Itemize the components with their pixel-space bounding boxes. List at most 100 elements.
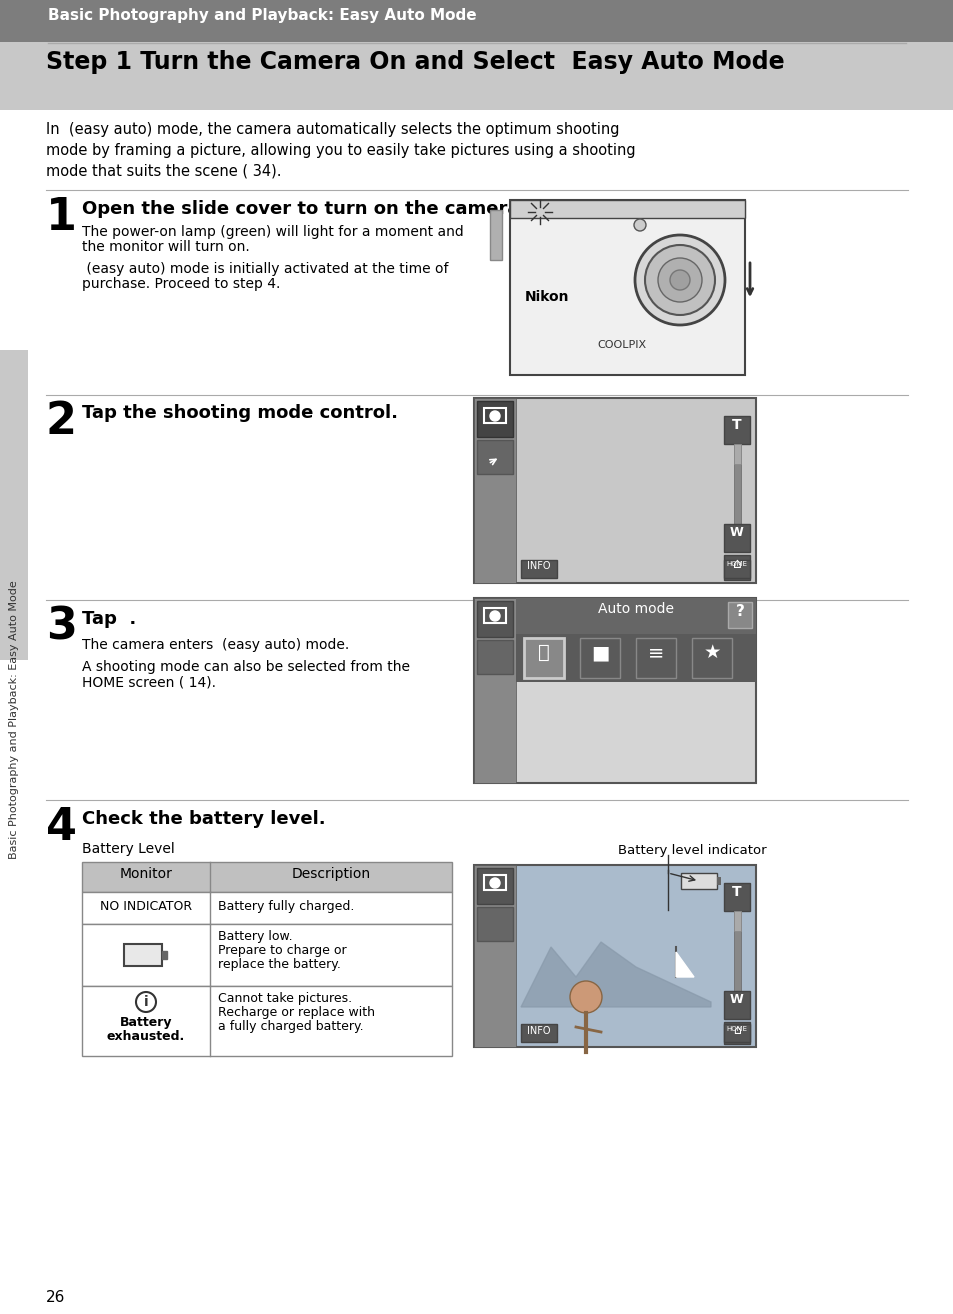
Bar: [516, 598, 755, 633]
Bar: [510, 200, 744, 218]
Bar: [733, 911, 740, 932]
Text: A shooting mode can also be selected from the: A shooting mode can also be selected fro…: [82, 660, 410, 674]
Bar: [474, 598, 516, 783]
Bar: [0, 0, 953, 42]
Bar: [680, 872, 717, 890]
Circle shape: [658, 258, 701, 302]
Text: Step 1 Turn the Camera On and Select  Easy Auto Mode: Step 1 Turn the Camera On and Select Eas…: [46, 50, 783, 74]
Text: Battery low.: Battery low.: [218, 930, 293, 943]
Text: Open the slide cover to turn on the camera.: Open the slide cover to turn on the came…: [82, 200, 526, 218]
Text: 4: 4: [46, 805, 77, 849]
Text: Battery Level: Battery Level: [82, 842, 174, 855]
Text: ★: ★: [702, 643, 720, 662]
Bar: [82, 924, 452, 986]
Text: the monitor will turn on.: the monitor will turn on.: [82, 240, 250, 254]
Bar: [0, 42, 953, 110]
Text: ⌂: ⌂: [732, 557, 740, 572]
Text: purchase. Proceed to step 4.: purchase. Proceed to step 4.: [82, 277, 280, 290]
Polygon shape: [520, 942, 710, 1007]
Bar: [474, 865, 516, 1047]
Text: Battery level indicator: Battery level indicator: [618, 844, 766, 857]
Circle shape: [635, 235, 724, 325]
Text: Check the battery level.: Check the battery level.: [82, 809, 325, 828]
Text: 2: 2: [46, 399, 77, 443]
Text: mode by framing a picture, allowing you to easily take pictures using a shooting: mode by framing a picture, allowing you …: [46, 143, 635, 158]
Text: INFO: INFO: [527, 561, 550, 572]
Text: In  (easy auto) mode, the camera automatically selects the optimum shooting: In (easy auto) mode, the camera automati…: [46, 122, 618, 137]
Bar: [82, 986, 452, 1056]
Bar: [124, 943, 162, 966]
Bar: [691, 639, 731, 678]
Text: Tap the shooting mode control.: Tap the shooting mode control.: [82, 403, 397, 422]
Text: Battery: Battery: [120, 1016, 172, 1029]
Circle shape: [569, 982, 601, 1013]
Bar: [490, 210, 501, 260]
Bar: [483, 409, 505, 423]
Bar: [476, 907, 513, 941]
Text: 26: 26: [46, 1290, 66, 1305]
Text: Description: Description: [291, 867, 370, 880]
Text: NO INDICATOR: NO INDICATOR: [100, 900, 192, 913]
Text: The power-on lamp (green) will light for a moment and: The power-on lamp (green) will light for…: [82, 225, 463, 239]
Text: ?: ?: [735, 604, 743, 619]
Text: W: W: [729, 526, 743, 539]
Bar: [476, 440, 513, 474]
Bar: [723, 417, 749, 444]
Text: i: i: [144, 995, 148, 1009]
Circle shape: [136, 992, 156, 1012]
Text: HOME: HOME: [726, 561, 747, 568]
Text: Prepare to charge or: Prepare to charge or: [218, 943, 346, 957]
Bar: [474, 398, 755, 583]
Bar: [474, 398, 516, 583]
Bar: [82, 862, 452, 892]
Bar: [579, 639, 619, 678]
Bar: [510, 200, 744, 374]
Text: exhausted.: exhausted.: [107, 1030, 185, 1043]
Text: COOLPIX: COOLPIX: [597, 340, 645, 350]
Bar: [516, 633, 755, 682]
Text: Battery fully charged.: Battery fully charged.: [218, 900, 354, 913]
Text: mode that suits the scene ( 34).: mode that suits the scene ( 34).: [46, 164, 281, 179]
Circle shape: [490, 878, 499, 888]
Circle shape: [490, 411, 499, 420]
Bar: [0, 350, 28, 660]
Bar: [82, 892, 452, 924]
Text: Auto mode: Auto mode: [598, 602, 673, 616]
Text: 3: 3: [46, 606, 77, 649]
Bar: [723, 883, 749, 911]
Bar: [636, 639, 676, 678]
Bar: [733, 444, 740, 464]
Text: T: T: [731, 886, 741, 899]
Circle shape: [634, 219, 645, 231]
Bar: [723, 1022, 749, 1045]
Polygon shape: [676, 953, 693, 978]
Bar: [483, 875, 505, 890]
Bar: [476, 869, 513, 904]
Text: Nikon: Nikon: [524, 290, 569, 304]
Bar: [520, 1024, 557, 1042]
Text: Basic Photography and Playback: Easy Auto Mode: Basic Photography and Playback: Easy Aut…: [48, 8, 476, 24]
Text: W: W: [729, 993, 743, 1007]
Text: INFO: INFO: [527, 1026, 550, 1035]
Bar: [520, 560, 557, 578]
Text: replace the battery.: replace the battery.: [218, 958, 340, 971]
Text: HOME: HOME: [726, 1026, 747, 1031]
Text: The camera enters  (easy auto) mode.: The camera enters (easy auto) mode.: [82, 639, 349, 652]
Bar: [727, 602, 751, 628]
Bar: [723, 555, 749, 579]
Text: ■: ■: [590, 643, 609, 662]
Bar: [476, 640, 513, 674]
Bar: [162, 951, 167, 959]
Bar: [723, 560, 749, 578]
Text: ⛹: ⛹: [537, 643, 549, 662]
Bar: [733, 444, 740, 524]
Text: ⌂: ⌂: [732, 1024, 740, 1037]
Bar: [476, 600, 513, 637]
Text: Tap  .: Tap .: [82, 610, 136, 628]
Bar: [483, 608, 505, 623]
Bar: [523, 639, 563, 678]
Circle shape: [669, 269, 689, 290]
Text: a fully charged battery.: a fully charged battery.: [218, 1020, 363, 1033]
Bar: [474, 598, 755, 783]
Bar: [474, 865, 755, 1047]
